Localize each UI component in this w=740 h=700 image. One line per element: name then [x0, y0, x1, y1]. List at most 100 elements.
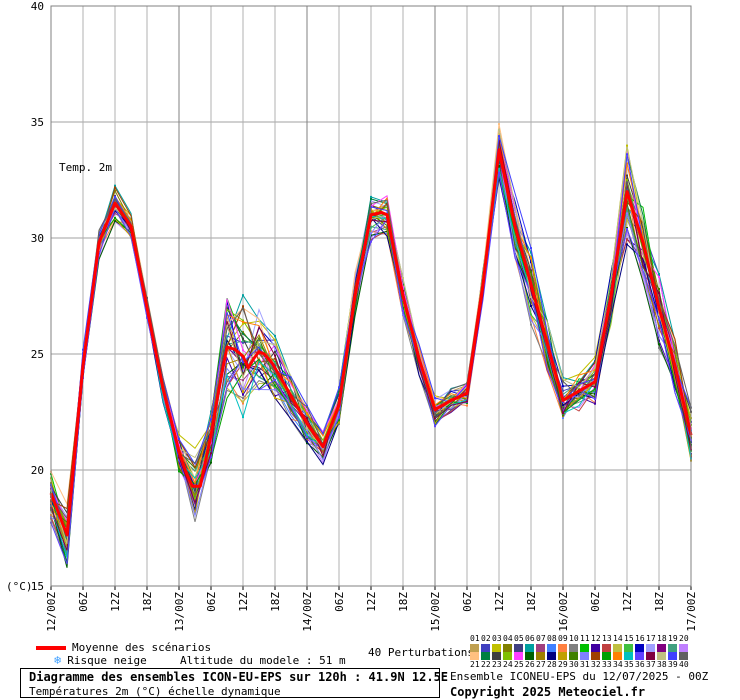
ensemble-point [306, 440, 308, 443]
perturbation-swatch [569, 644, 578, 652]
ensemble-point [242, 402, 244, 405]
ensemble-point [626, 231, 628, 234]
ensemble-point [114, 207, 116, 210]
perturbation-swatch [679, 652, 688, 660]
perturbation-swatch [558, 644, 567, 652]
perturbation-swatch [668, 644, 677, 652]
x-tick-label: 12/00Z [45, 592, 58, 632]
ensemble-point [210, 461, 212, 464]
diagram-subtitle: Températures 2m (°C) échelle dynamique [29, 685, 281, 698]
perturbation-number: 01 [470, 634, 480, 643]
perturbation-swatch [613, 652, 622, 660]
perturbation-swatch [503, 652, 512, 660]
ensemble-point [306, 438, 308, 441]
ensemble-point [626, 228, 628, 230]
perturbation-number: 03 [492, 634, 502, 643]
x-tick-label: 06Z [589, 592, 602, 612]
ensemble-point [274, 378, 276, 381]
ensemble-point [434, 417, 436, 420]
ensemble-point [498, 123, 500, 126]
ensemble-point [274, 350, 276, 353]
ensemble-point [338, 410, 340, 413]
ensemble-point [626, 200, 628, 203]
x-tick-label: 12Z [109, 592, 122, 612]
snow-legend-label: Risque neige [67, 654, 147, 667]
ensemble-point [402, 309, 404, 312]
perturbation-swatch [536, 652, 545, 660]
run-label: Ensemble ICONEU-EPS du 12/07/2025 - 00Z [450, 670, 709, 683]
ensemble-point [242, 307, 244, 310]
ensemble-point [626, 238, 628, 241]
ensemble-point [274, 339, 276, 342]
ensemble-point [562, 416, 564, 419]
y-axis-label: (°C) [6, 580, 33, 593]
x-tick-label: 12Z [237, 592, 250, 612]
perturbation-number: 12 [591, 634, 601, 643]
ensemble-point [466, 404, 468, 407]
ensemble-point [210, 418, 212, 421]
ensemble-point [242, 371, 244, 374]
perturbation-swatch [591, 644, 600, 652]
x-tick-label: 06Z [77, 592, 90, 612]
ensemble-point [274, 343, 276, 346]
ensemble-point [178, 443, 180, 446]
ensemble-point [370, 197, 372, 200]
ensemble-point [274, 395, 276, 397]
ensemble-point [242, 393, 244, 396]
ensemble-point [434, 397, 436, 399]
ensemble-point [626, 243, 628, 246]
snow-legend: ❄ Risque neige [54, 653, 147, 667]
x-tick-label: 18Z [397, 592, 410, 612]
ensemble-point [242, 375, 244, 378]
ensemble-point [658, 315, 660, 318]
ensemble-point [626, 162, 628, 165]
perturbation-number: 24 [503, 660, 513, 669]
ensemble-point [274, 357, 276, 360]
ensemble-point [274, 334, 276, 337]
altitude-label: Altitude du modele : 51 m [180, 654, 346, 667]
ensemble-point [658, 334, 660, 337]
ensemble-point [242, 387, 244, 390]
perturbation-number: 11 [580, 634, 590, 643]
ensemble-point [306, 413, 308, 416]
ensemble-point [658, 327, 660, 330]
perturbation-number: 21 [470, 660, 480, 669]
ensemble-point [242, 361, 244, 364]
ensemble-point [114, 209, 116, 212]
ensemble-point [370, 225, 372, 228]
x-tick-label: 16/00Z [557, 592, 570, 632]
ensemble-point [370, 202, 372, 205]
ensemble-point [306, 431, 308, 434]
ensemble-point [274, 382, 276, 385]
ensemble-point [530, 275, 532, 278]
ensemble-point [658, 343, 660, 346]
ensemble-point [562, 407, 564, 410]
copyright: Copyright 2025 Meteociel.fr [450, 685, 646, 699]
ensemble-point [242, 379, 244, 382]
perturbation-swatch [514, 652, 523, 660]
ensemble-point [274, 384, 276, 387]
perturbation-number: 40 [679, 660, 689, 669]
ensemble-point [242, 364, 244, 367]
ensemble-point [498, 167, 500, 170]
perturbation-number: 15 [624, 634, 634, 643]
y-tick-label: 35 [31, 116, 44, 129]
ensemble-point [338, 408, 340, 411]
ensemble-point [178, 438, 180, 441]
ensemble-point [210, 456, 212, 459]
perturbation-swatch [525, 644, 534, 652]
ensemble-point [274, 348, 276, 351]
ensemble-point [274, 354, 276, 357]
ensemble-point [594, 389, 596, 392]
snowflake-icon: ❄ [54, 653, 62, 667]
ensemble-point [338, 419, 340, 421]
perturbation-swatch [481, 644, 490, 652]
ensemble-point [530, 257, 532, 260]
ensemble-point [210, 452, 212, 455]
ensemble-point [242, 305, 244, 308]
ensemble-point [114, 216, 116, 219]
ensemble-point [562, 378, 564, 381]
ensemble-point [530, 277, 532, 280]
ensemble-point [178, 461, 180, 464]
ensemble-point [242, 332, 244, 335]
